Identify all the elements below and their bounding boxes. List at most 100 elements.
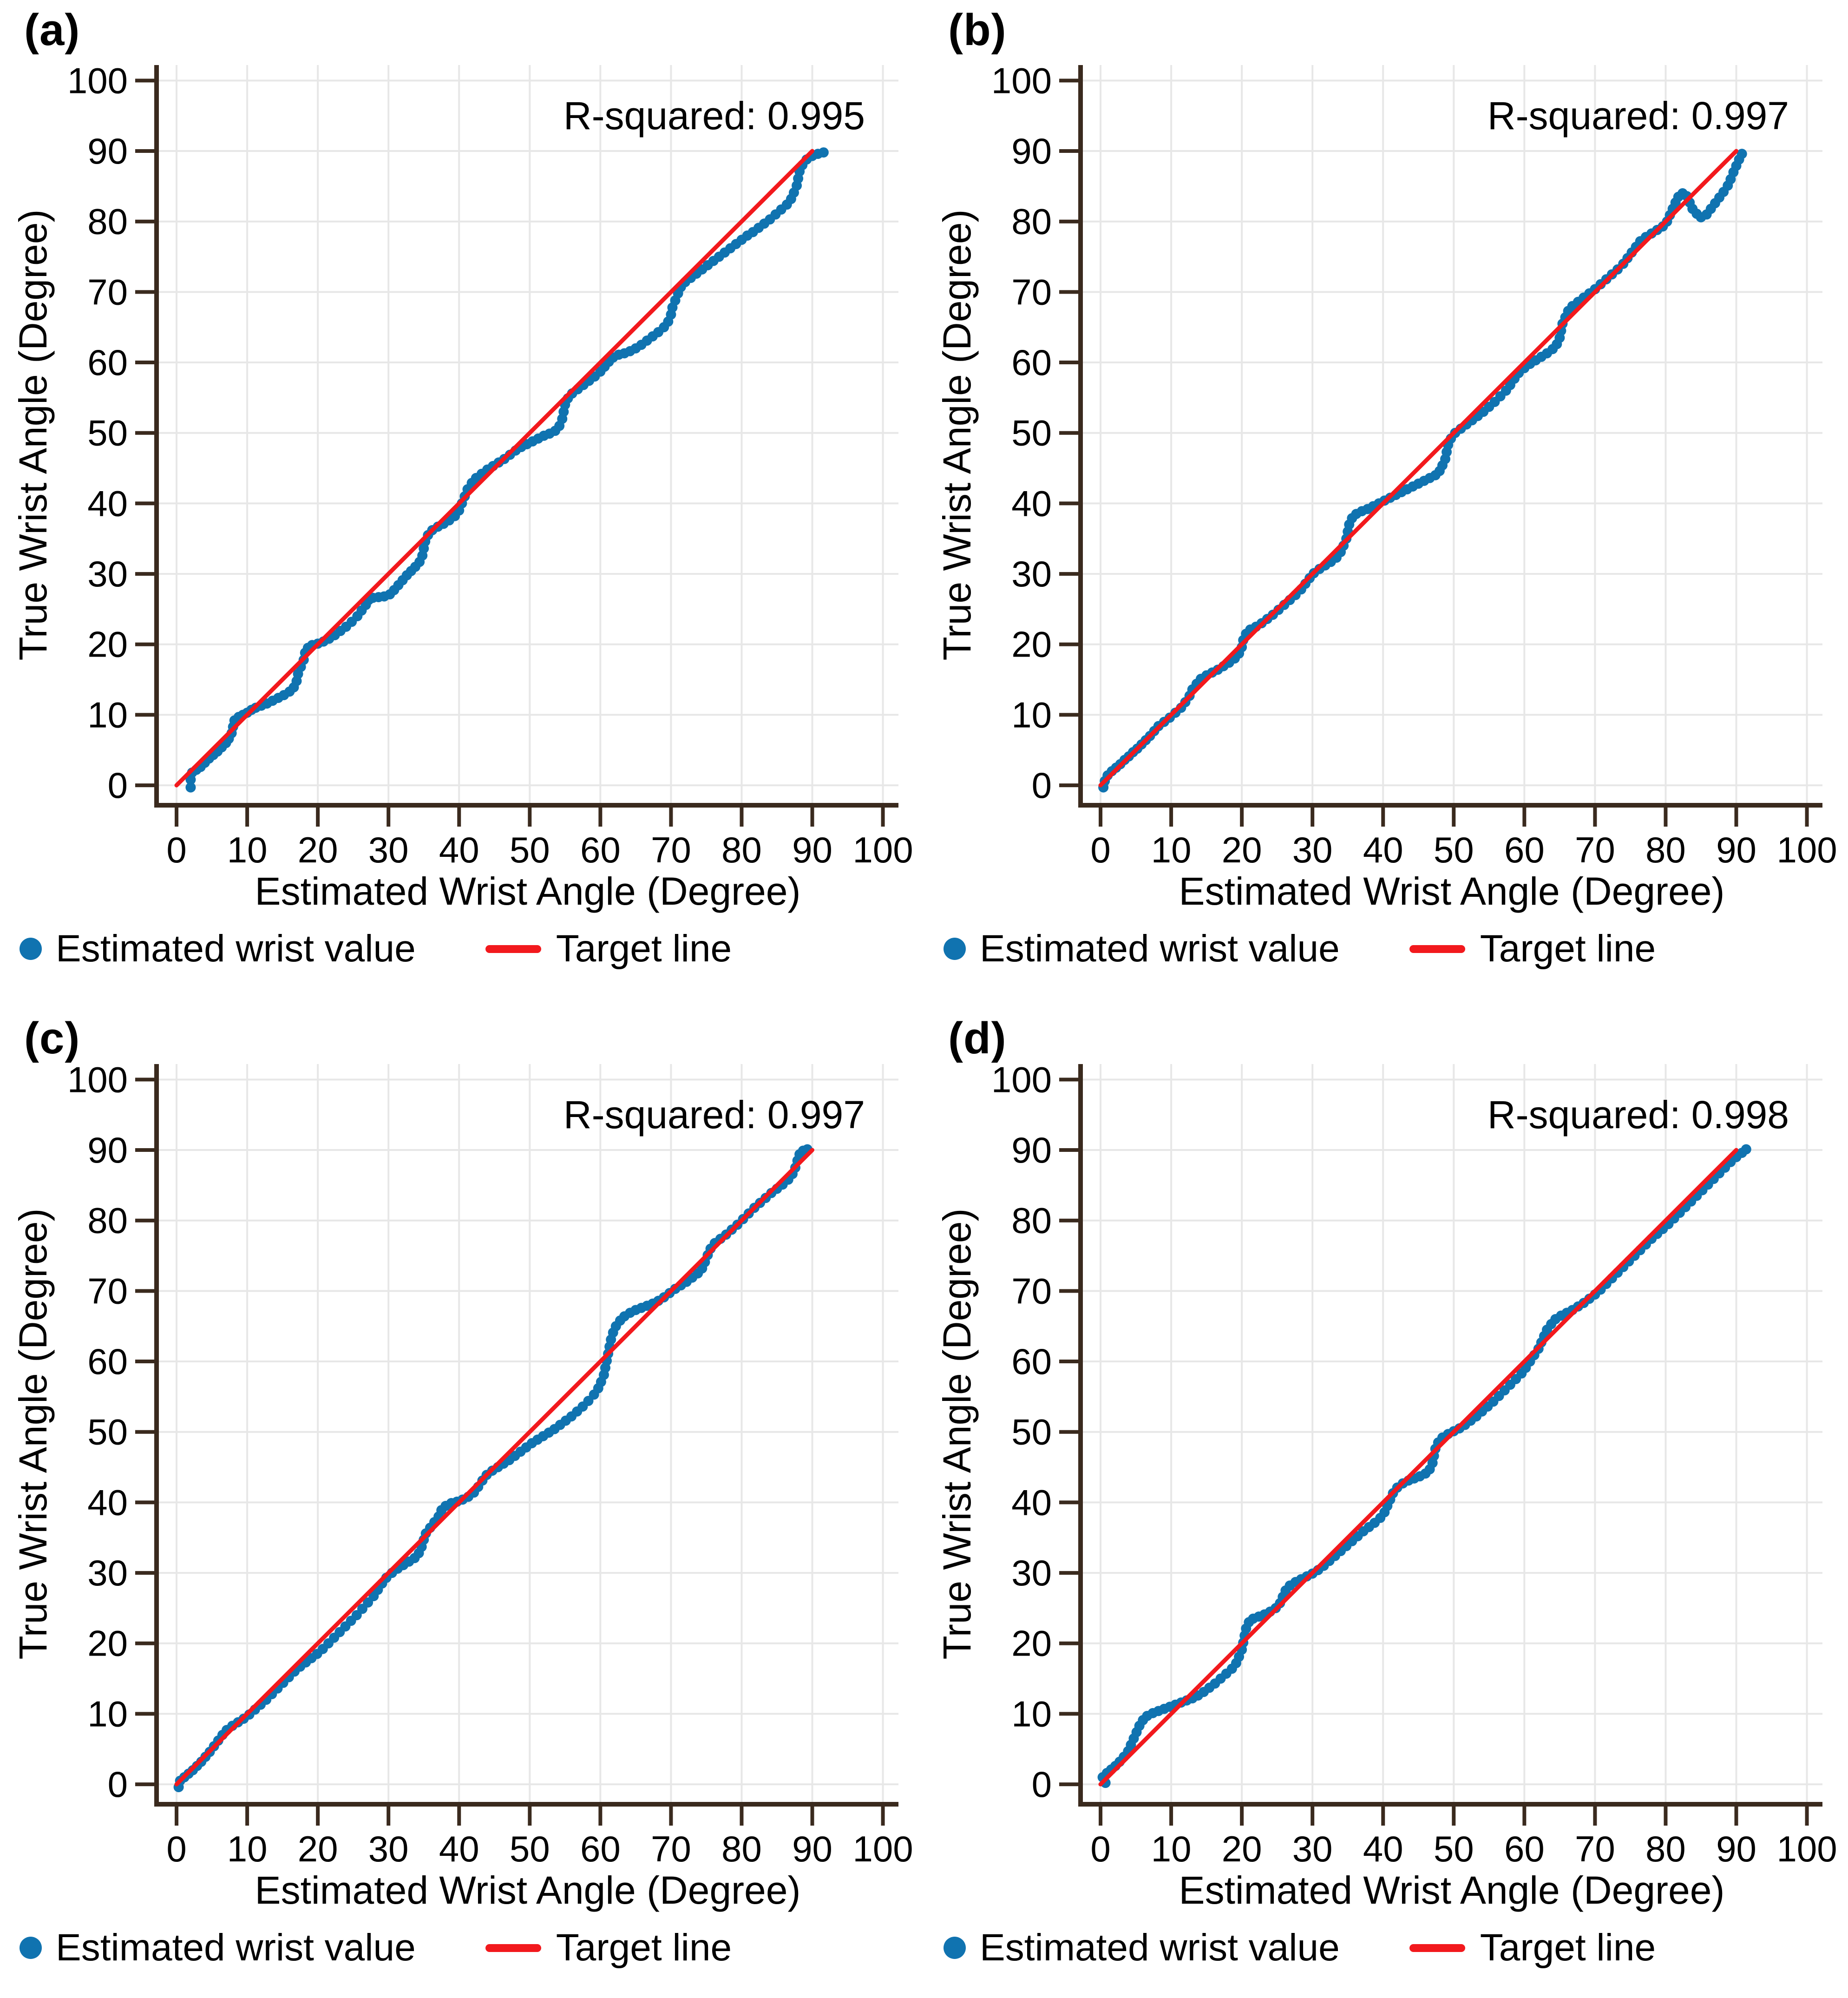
target-line	[174, 149, 814, 788]
y-axis-title: True Wrist Angle (Degree)	[935, 1208, 979, 1659]
estimated-wrist-marker-icon	[20, 938, 42, 960]
x-tick-label: 70	[651, 1828, 691, 1869]
panel-label-d: (d)	[948, 1013, 1007, 1063]
legend-label-target: Target line	[556, 927, 732, 970]
x-tick-label: 30	[368, 1828, 409, 1869]
y-tick-label: 60	[87, 342, 128, 383]
legend: Estimated wrist value Target line	[944, 1925, 1656, 1971]
chart-c: 0 10 20 30 40 50 60 70 80 90 100 0 10 20 30 40 50 60 70 80 9…	[11, 1059, 913, 1912]
estimated-wrist-point	[1741, 1144, 1751, 1155]
estimated-wrist-marker-icon	[944, 1937, 966, 1959]
y-tick-label: 70	[1011, 1270, 1052, 1311]
y-tick-label: 90	[87, 131, 128, 171]
y-axis-title: True Wrist Angle (Degree)	[11, 209, 55, 660]
y-tick-label: 30	[87, 553, 128, 594]
x-tick-label: 20	[1222, 829, 1262, 870]
x-axis-title: Estimated Wrist Angle (Degree)	[255, 1868, 801, 1912]
legend-label-estimated: Estimated wrist value	[980, 1926, 1340, 1969]
x-tick-label: 20	[1222, 1828, 1262, 1869]
r-squared-annotation: R-squared: 0.997	[564, 1093, 865, 1137]
r-squared-annotation: R-squared: 0.997	[1488, 94, 1789, 138]
y-tick-label: 40	[1011, 483, 1052, 524]
y-axis-title: True Wrist Angle (Degree)	[935, 209, 979, 660]
y-tick-label: 10	[87, 1693, 128, 1734]
x-tick-label: 80	[1645, 829, 1686, 870]
y-tick-label: 20	[1011, 1623, 1052, 1664]
y-tick-label: 40	[1011, 1482, 1052, 1523]
x-tick-label: 60	[1504, 829, 1545, 870]
x-tick-label: 90	[1716, 829, 1756, 870]
y-tick-label: 90	[87, 1130, 128, 1170]
x-tick-label: 50	[510, 1828, 550, 1869]
x-tick-label: 70	[651, 829, 691, 870]
x-tick-label: 90	[792, 1828, 832, 1869]
y-tick-label: 30	[1011, 553, 1052, 594]
y-tick-label: 40	[87, 483, 128, 524]
legend-label-target: Target line	[1480, 927, 1656, 970]
legend-label-target: Target line	[1480, 1926, 1656, 1969]
x-tick-label: 0	[166, 829, 186, 870]
y-tick-label: 50	[1011, 413, 1052, 453]
legend-label-target: Target line	[556, 1926, 732, 1969]
x-tick-label: 50	[1434, 1828, 1474, 1869]
r-squared-annotation: R-squared: 0.995	[564, 94, 865, 138]
panel-a: (a) 0 10 20 30 40 50 60 70 80 90 100 0 10 20 30 40 50 60 7…	[0, 0, 924, 999]
x-tick-label: 30	[1292, 829, 1333, 870]
x-tick-label: 80	[721, 1828, 762, 1869]
x-tick-label: 50	[1434, 829, 1474, 870]
y-tick-label: 60	[1011, 342, 1052, 383]
x-tick-label: 10	[1151, 829, 1192, 870]
x-tick-label: 40	[1363, 829, 1403, 870]
y-tick-label: 30	[87, 1552, 128, 1593]
legend-label-estimated: Estimated wrist value	[56, 1926, 416, 1969]
y-tick-label: 10	[87, 694, 128, 735]
x-tick-label: 50	[510, 829, 550, 870]
x-axis-title: Estimated Wrist Angle (Degree)	[1179, 1868, 1725, 1912]
x-tick-label: 100	[852, 829, 913, 870]
y-tick-label: 50	[1011, 1412, 1052, 1452]
x-axis-title: Estimated Wrist Angle (Degree)	[255, 869, 801, 913]
x-tick-label: 100	[1776, 1828, 1837, 1869]
x-tick-label: 40	[1363, 1828, 1403, 1869]
x-tick-label: 20	[298, 1828, 338, 1869]
y-tick-label: 70	[87, 1270, 128, 1311]
target-line	[1098, 1148, 1738, 1787]
legend: Estimated wrist value Target line	[944, 926, 1656, 972]
legend-label-estimated: Estimated wrist value	[980, 927, 1340, 970]
y-tick-label: 70	[87, 271, 128, 312]
x-tick-label: 40	[439, 1828, 479, 1869]
y-tick-label: 80	[1011, 201, 1052, 242]
y-tick-label: 20	[1011, 624, 1052, 665]
estimated-wrist-point	[1737, 149, 1747, 159]
x-tick-label: 70	[1575, 829, 1615, 870]
y-tick-label: 20	[87, 1623, 128, 1664]
x-tick-label: 10	[227, 1828, 268, 1869]
x-tick-label: 40	[439, 829, 479, 870]
y-tick-label: 90	[1011, 131, 1052, 171]
y-tick-label: 10	[1011, 694, 1052, 735]
y-tick-label: 0	[1032, 765, 1052, 806]
legend: Estimated wrist value Target line	[20, 1925, 732, 1971]
y-tick-label: 80	[87, 201, 128, 242]
y-tick-label: 50	[87, 1412, 128, 1452]
y-tick-label: 100	[991, 60, 1052, 101]
panel-label-c: (c)	[24, 1013, 80, 1063]
x-tick-label: 90	[1716, 1828, 1756, 1869]
y-tick-label: 80	[1011, 1200, 1052, 1241]
y-tick-label: 100	[67, 1059, 128, 1100]
chart-b: 0 10 20 30 40 50 60 70 80 90 100 0 10 20 30 40 50 60 70 80 9…	[935, 60, 1837, 913]
panel-b: (b) 0 10 20 30 40 50 60 70 80 90 100 0 10 20 30 40 50 60 7…	[924, 0, 1848, 999]
x-tick-label: 60	[1504, 1828, 1545, 1869]
y-tick-label: 0	[1032, 1764, 1052, 1805]
y-tick-label: 50	[87, 413, 128, 453]
x-tick-label: 90	[792, 829, 832, 870]
chart-a: 0 10 20 30 40 50 60 70 80 90 100 0 10 20 30 40 50 60 70 80 9…	[11, 60, 913, 913]
target-line	[1098, 149, 1738, 788]
x-tick-label: 80	[721, 829, 762, 870]
y-tick-label: 0	[108, 765, 128, 806]
y-tick-label: 0	[108, 1764, 128, 1805]
target-line-icon	[485, 1944, 541, 1952]
x-tick-label: 60	[580, 1828, 621, 1869]
x-tick-label: 100	[1776, 829, 1837, 870]
